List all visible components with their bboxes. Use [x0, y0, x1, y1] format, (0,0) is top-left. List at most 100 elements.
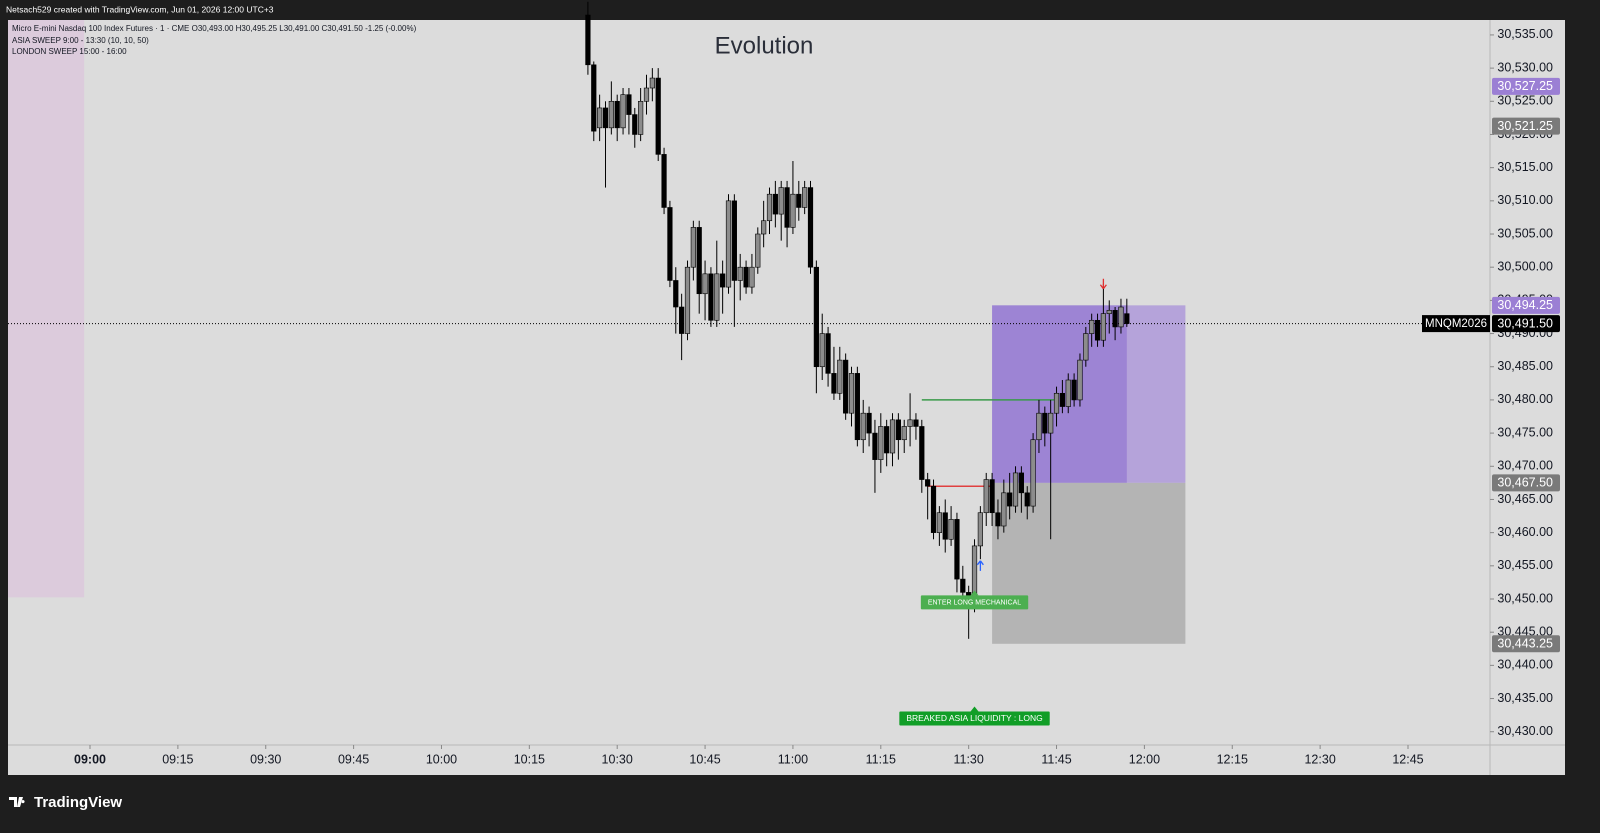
candle-body	[761, 220, 767, 235]
candle-body	[790, 193, 796, 228]
candle-body	[1083, 333, 1089, 361]
indicator: LONDON SWEEP 15:00 - 16:00	[12, 47, 127, 56]
candle-body	[632, 114, 638, 135]
candle-body	[1053, 392, 1060, 414]
annotation: BREAKED ASIA LIQUIDITY : LONG	[899, 706, 1050, 726]
candle-body	[807, 187, 814, 268]
price-marker	[1492, 296, 1560, 314]
annotation-text: BREAKED ASIA LIQUIDITY : LONG	[906, 713, 1042, 723]
x-tick-label: 12:15	[1217, 752, 1248, 766]
y-tick-label: 30,450.00	[1497, 591, 1553, 605]
candle-body	[696, 227, 702, 295]
candle-body	[1065, 379, 1071, 407]
candle-body	[614, 100, 620, 129]
candle-body	[843, 359, 849, 414]
candle-body	[1106, 310, 1112, 314]
candle-body	[813, 266, 819, 368]
y-tick-label: 30,530.00	[1497, 60, 1553, 74]
price-marker	[1492, 77, 1560, 95]
candle-body	[919, 426, 925, 480]
candle-body	[1018, 472, 1024, 494]
price-marker-label: 30,494.25	[1497, 298, 1553, 312]
target-zone-filled	[992, 305, 1127, 483]
candle-body	[942, 512, 948, 540]
candle-body	[608, 100, 614, 129]
y-tick-label: 30,470.00	[1497, 459, 1553, 473]
candle-body	[643, 87, 650, 102]
candle-body	[1059, 392, 1065, 407]
candle-body	[907, 419, 913, 427]
brand: TradingView	[34, 794, 122, 811]
candle-body	[661, 154, 667, 208]
candle-body	[667, 207, 673, 281]
price-marker-label: 30,443.25	[1497, 637, 1553, 651]
candle-body	[702, 273, 708, 295]
candle-body	[796, 193, 802, 208]
candle-body	[1030, 439, 1036, 507]
price-marker-label: 30,491.50	[1497, 316, 1553, 330]
candle-body	[977, 512, 983, 547]
candle-body	[960, 578, 966, 593]
candle-body	[1094, 319, 1101, 341]
price-marker	[1492, 635, 1560, 653]
candle-body	[720, 273, 726, 288]
candle-body	[714, 273, 720, 321]
candle-body	[1124, 313, 1130, 324]
candle-body	[749, 266, 755, 288]
x-tick-label: 10:00	[426, 752, 457, 766]
candle-body	[1012, 472, 1019, 507]
annotation-text: ENTER LONG MECHANICAL	[928, 600, 1021, 607]
y-tick-label: 30,465.00	[1497, 492, 1553, 506]
candle-body	[585, 14, 591, 66]
signal-arrow	[976, 560, 984, 571]
candle-body	[954, 519, 960, 580]
signal-arrow	[1099, 278, 1107, 290]
y-tick-label: 30,510.00	[1497, 193, 1553, 207]
y-tick-label: 30,430.00	[1497, 724, 1553, 738]
y-tick-label: 30,475.00	[1497, 425, 1553, 439]
symbol-line: Micro E-mini Nasdaq 100 Index Futures · …	[12, 24, 417, 33]
candle-body	[778, 187, 784, 215]
candle-body	[1071, 379, 1077, 401]
price-marker	[1492, 474, 1560, 492]
annotation: ENTER LONG MECHANICAL	[920, 590, 1029, 610]
chart-layer: 30,430.0030,435.0030,440.0030,445.0030,4…	[8, 1, 1560, 766]
x-tick-label: 10:15	[514, 752, 545, 766]
candle-body	[983, 479, 989, 514]
candle-body	[854, 373, 860, 441]
x-tick-label: 09:15	[162, 752, 193, 766]
y-tick-label: 30,525.00	[1497, 94, 1553, 108]
candle-body	[1024, 492, 1030, 507]
annotation-box	[899, 711, 1050, 726]
candle-body	[860, 412, 866, 441]
y-tick-label: 30,485.00	[1497, 359, 1553, 373]
symbol-tag	[1422, 315, 1490, 333]
candle-body	[848, 373, 855, 414]
candle-body	[772, 193, 778, 215]
candle-body	[1112, 310, 1118, 328]
y-tick-label: 30,500.00	[1497, 259, 1553, 273]
candle-body	[755, 233, 761, 268]
candle-body	[948, 519, 954, 540]
candle-body	[1118, 306, 1124, 328]
plot-area	[8, 20, 1490, 745]
price-marker	[1492, 117, 1560, 135]
x-tick-label: 12:00	[1129, 752, 1160, 766]
y-tick-label: 30,505.00	[1497, 226, 1553, 240]
x-tick-label: 12:45	[1392, 752, 1423, 766]
y-tick-label: 30,515.00	[1497, 160, 1553, 174]
candle-body	[1048, 412, 1054, 434]
candle-body	[638, 100, 644, 135]
annotation-box	[920, 595, 1029, 610]
y-tick-label: 30,440.00	[1497, 658, 1553, 672]
candle-body	[825, 333, 831, 374]
brand-logo: TradingView	[9, 794, 122, 811]
candle-body	[995, 512, 1001, 527]
candle-body	[649, 77, 655, 89]
candle-body	[1036, 412, 1042, 441]
price-marker-label: 30,527.25	[1497, 79, 1553, 93]
candle-body	[837, 359, 843, 394]
candle-body	[679, 306, 685, 334]
candle-body	[1007, 492, 1013, 507]
